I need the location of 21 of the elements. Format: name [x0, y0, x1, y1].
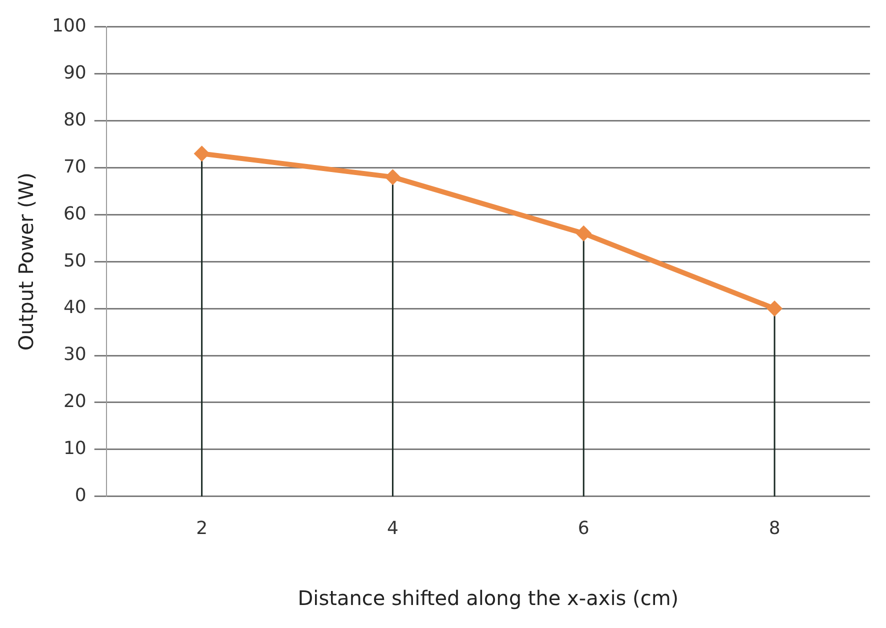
y-tick-label: 10 — [63, 438, 86, 460]
y-axis-title: Output Power (W) — [14, 172, 38, 351]
y-tick-label: 0 — [74, 485, 86, 506]
point — [194, 146, 210, 162]
point — [766, 300, 783, 317]
x-tick-label: 8 — [768, 518, 780, 539]
y-tick-label: 20 — [63, 391, 86, 412]
x-axis-title: Distance shifted along the x-axis (cm) — [298, 586, 679, 610]
y-tick-label: 90 — [63, 62, 86, 84]
y-tick-label: 80 — [63, 109, 86, 130]
y-tick-label: 30 — [63, 344, 86, 366]
point — [384, 169, 401, 186]
x-tick-label: 2 — [196, 518, 208, 539]
point — [576, 225, 592, 242]
y-tick-label: 100 — [52, 15, 86, 36]
x-tick-label: 6 — [578, 518, 590, 539]
y-tick-label: 70 — [63, 156, 86, 178]
y-tick-label: 50 — [63, 250, 86, 272]
x-tick-label: 4 — [386, 518, 398, 539]
y-tick-label: 40 — [63, 297, 86, 318]
y-tick-label: 60 — [63, 203, 86, 224]
